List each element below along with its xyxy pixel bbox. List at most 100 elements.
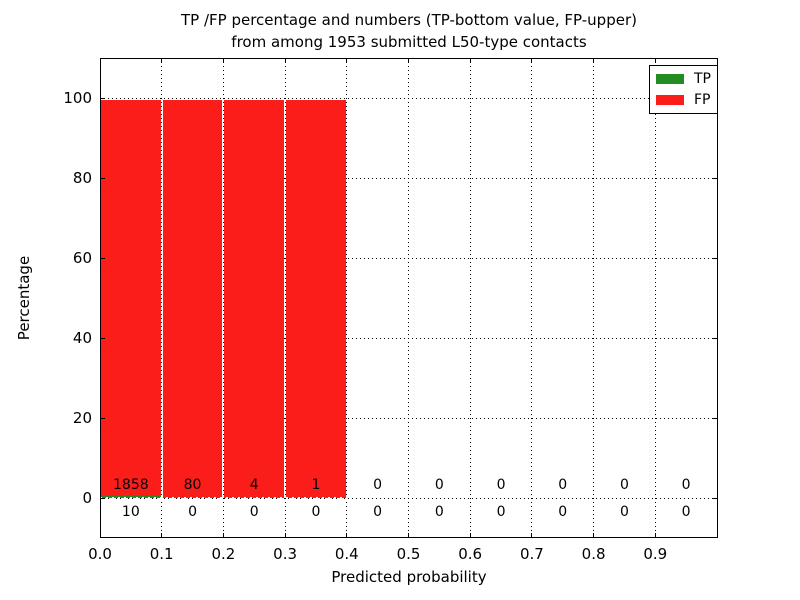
y-tickmark-right: [713, 257, 718, 259]
tp-count-label: 0: [558, 504, 568, 520]
tp-count-label: 0: [434, 504, 444, 520]
x-tick-label: 0.3: [273, 545, 298, 563]
v-gridline: [408, 58, 409, 538]
v-gridline: [593, 58, 595, 538]
h-gridline: [100, 97, 718, 99]
x-tick-label: 0.0: [88, 545, 112, 563]
y-tickmark: [100, 497, 105, 499]
bar-segment-fp: [162, 100, 223, 498]
x-tickmark: [99, 533, 101, 538]
h-gridline: [100, 177, 718, 179]
y-tickmark-right: [713, 497, 718, 499]
x-tick-label: 0.6: [458, 545, 483, 563]
legend-swatch-tp: [656, 74, 684, 85]
v-gridline: [284, 58, 286, 538]
x-axis-label: Predicted probability: [331, 568, 487, 586]
v-gridline: [222, 58, 224, 538]
v-gridline: [531, 58, 533, 538]
fp-count-label: 0: [496, 477, 506, 493]
y-tickmark: [100, 177, 105, 179]
chart-title-line2: from among 1953 submitted L50-type conta…: [231, 33, 587, 51]
fp-count-label: 0: [558, 477, 568, 493]
fp-count-label: 1: [311, 477, 321, 493]
tp-count-label: 0: [373, 504, 383, 520]
tp-count-label: 10: [121, 504, 140, 520]
stacked-bar: [162, 100, 223, 498]
x-tickmark: [593, 533, 595, 538]
y-tickmark-right: [713, 337, 718, 339]
h-gridline: [100, 337, 718, 339]
h-gridline: [100, 257, 718, 259]
x-tickmark-top: [593, 58, 595, 63]
tp-count-label: 0: [249, 504, 259, 520]
x-tickmark-top: [222, 58, 224, 63]
legend-entry: FP: [656, 92, 711, 108]
fp-count-label: 0: [681, 477, 691, 493]
tp-count-label: 0: [188, 504, 197, 520]
y-tickmark: [100, 337, 105, 339]
y-tick-label: 60: [72, 249, 92, 267]
tp-count-label: 0: [496, 504, 506, 520]
x-tickmark: [531, 533, 533, 538]
y-tick-label: 20: [72, 409, 92, 427]
bar-segment-fp: [224, 100, 285, 498]
bar-segment-tp: [101, 495, 161, 498]
chart-title-line1: TP /FP percentage and numbers (TP-bottom…: [181, 11, 637, 29]
tp-count-label: 0: [681, 504, 691, 520]
x-tickmark: [161, 533, 163, 538]
x-tick-label: 0.2: [211, 545, 236, 563]
fp-count-label: 0: [619, 477, 629, 493]
x-tick-label: 0.1: [149, 545, 174, 563]
x-tickmark-top: [346, 58, 348, 63]
y-axis-label: Percentage: [15, 255, 33, 341]
y-tickmark: [100, 417, 105, 419]
legend-swatch-fp: [656, 94, 684, 105]
x-tickmark-top: [654, 58, 656, 63]
v-gridline: [469, 58, 471, 538]
fp-count-label: 1858: [113, 477, 149, 493]
v-gridline: [346, 58, 348, 538]
y-tickmark-right: [713, 417, 718, 419]
v-gridline: [654, 58, 656, 538]
x-tick-label: 0.5: [396, 545, 421, 563]
fp-count-label: 80: [183, 477, 202, 493]
chart-title: TP /FP percentage and numbers (TP-bottom…: [100, 9, 718, 53]
x-tickmark: [469, 533, 471, 538]
x-tickmark: [654, 533, 656, 538]
y-tickmark: [100, 257, 105, 259]
y-tick-label: 80: [72, 169, 92, 187]
y-tickmark: [100, 97, 105, 99]
y-tick-label: 100: [63, 89, 92, 107]
tp-count-label: 0: [619, 504, 629, 520]
fp-count-label: 0: [434, 477, 444, 493]
x-tickmark: [284, 533, 286, 538]
stacked-bar: [101, 100, 161, 498]
legend-label-tp: TP: [694, 71, 711, 88]
x-tickmark-top: [99, 58, 101, 63]
x-tick-label: 0.8: [581, 545, 606, 563]
y-tick-label: 0: [82, 489, 92, 507]
x-tickmark-top: [469, 58, 471, 63]
y-tick-label: 40: [72, 329, 92, 347]
fp-count-label: 0: [373, 477, 383, 493]
h-gridline: [100, 417, 718, 419]
x-tickmark-top: [408, 58, 409, 63]
stacked-bar: [224, 100, 285, 498]
legend-label-fp: FP: [694, 91, 711, 108]
legend-box: TP FP: [649, 65, 718, 114]
bar-segment-fp: [286, 100, 346, 498]
plot-area: TP FP 1858 10 80 0 4 0 1 0 0 0 0 0 0 0 0 0 0 0 0 0: [99, 58, 718, 538]
x-tickmark-top: [284, 58, 286, 63]
v-gridline: [161, 58, 163, 538]
x-tickmark: [346, 533, 348, 538]
x-tick-label: 0.4: [334, 545, 359, 563]
legend-entry: TP: [656, 71, 711, 87]
zero-line-dashes: [100, 497, 347, 499]
h-gridline: [100, 497, 718, 499]
x-tickmark: [408, 533, 409, 538]
y-tickmark-right: [713, 177, 718, 179]
x-tick-label: 0.9: [643, 545, 668, 563]
x-tickmark: [222, 533, 224, 538]
stacked-bar: [286, 100, 346, 498]
